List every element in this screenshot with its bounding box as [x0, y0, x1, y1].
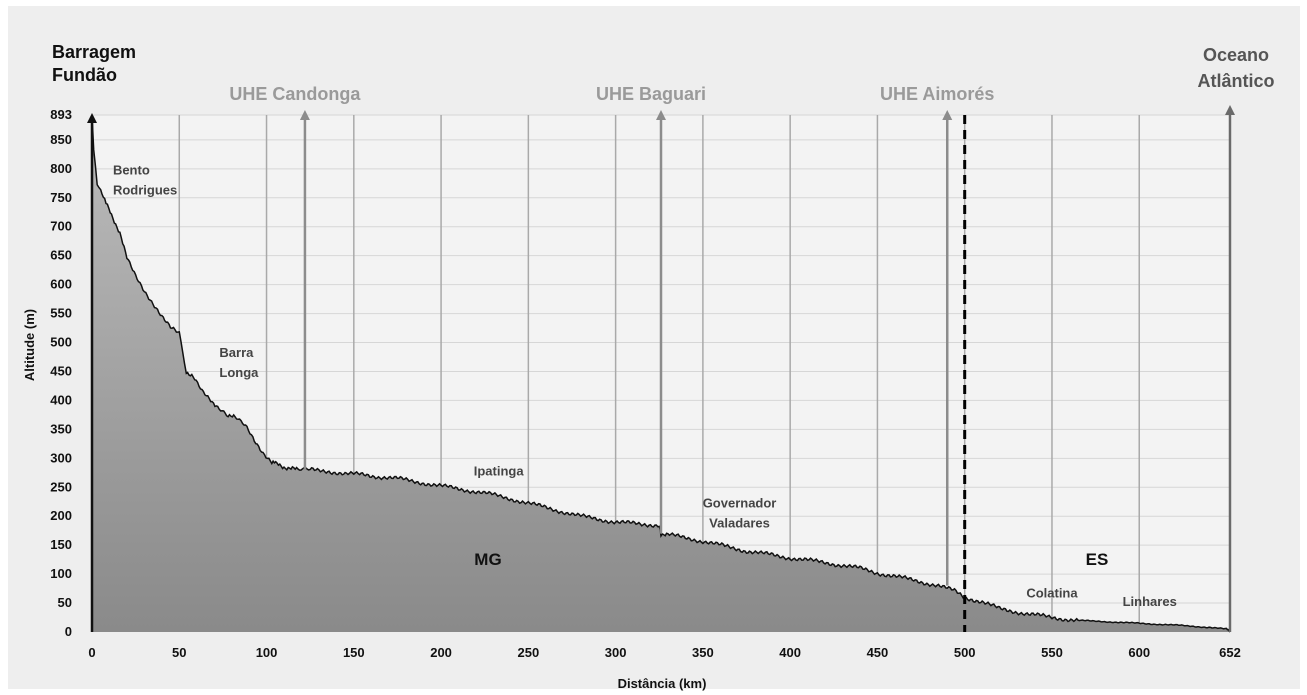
dam-arrow-head [299, 110, 310, 120]
y-tick-label: 893 [50, 107, 72, 122]
y-tick-label: 550 [50, 306, 72, 321]
y-tick-label: 300 [50, 450, 72, 465]
dam-arrows [87, 105, 1235, 632]
place-label: Ipatinga [474, 464, 525, 479]
y-axis-title: Altitude (m) [22, 309, 37, 381]
x-tick-label: 200 [430, 645, 452, 660]
end-arrow-head [1225, 105, 1235, 115]
y-tick-label: 700 [50, 219, 72, 234]
dam-label: UHE Aimorés [880, 84, 994, 104]
y-tick-label: 600 [50, 277, 72, 292]
start-label: Barragem Fundão [52, 42, 136, 85]
place-label: Governador Valadares [703, 496, 777, 531]
x-tick-label: 150 [343, 645, 365, 660]
x-tick-label: 450 [867, 645, 889, 660]
y-tick-label: 150 [50, 537, 72, 552]
y-tick-label: 750 [50, 190, 72, 205]
x-tick-label: 350 [692, 645, 714, 660]
y-tick-label: 50 [58, 595, 72, 610]
x-tick-label: 250 [517, 645, 539, 660]
y-tick-label: 200 [50, 508, 72, 523]
state-label-mg: MG [474, 550, 501, 569]
x-tick-label: 500 [954, 645, 976, 660]
x-axis-title: Distância (km) [618, 676, 707, 691]
place-label: Bento Rodrigues [113, 163, 177, 198]
x-tick-label: 600 [1128, 645, 1150, 660]
y-tick-label: 500 [50, 335, 72, 350]
end-label: Oceano Atlântico [1197, 45, 1274, 91]
place-label: Barra Longa [219, 345, 259, 380]
place-label: Linhares [1123, 594, 1177, 609]
annotations: UHE Candonga UHE Baguari UHE Aimorés Barrag… [52, 42, 1275, 609]
y-tick-label: 650 [50, 248, 72, 263]
x-tick-label: 550 [1041, 645, 1063, 660]
altitude-line [91, 114, 1231, 633]
dam-label: UHE Baguari [596, 84, 706, 104]
x-tick-label: 100 [256, 645, 278, 660]
y-tick-label: 800 [50, 161, 72, 176]
x-tick-label: 0 [88, 645, 95, 660]
state-label-es: ES [1086, 550, 1109, 569]
dam-label: UHE Candonga [229, 84, 361, 104]
y-tick-label: 0 [65, 624, 72, 639]
altitude-area [92, 115, 1230, 632]
place-label: Colatina [1026, 585, 1078, 600]
x-tick-label: 400 [779, 645, 801, 660]
x-tick-label: 300 [605, 645, 627, 660]
y-tick-label: 350 [50, 421, 72, 436]
y-tick-label: 400 [50, 392, 72, 407]
y-tick-label: 250 [50, 479, 72, 494]
dam-arrow-head [656, 110, 666, 120]
dam-arrow-head [942, 110, 953, 120]
x-tick-label: 652 [1219, 645, 1241, 660]
y-tick-label: 450 [50, 363, 72, 378]
start-arrow-head [87, 113, 97, 123]
axis-ticks: 0501001502002503003504004505005506006507… [50, 107, 1241, 660]
y-tick-label: 850 [50, 132, 72, 147]
x-tick-label: 50 [172, 645, 186, 660]
y-tick-label: 100 [50, 566, 72, 581]
